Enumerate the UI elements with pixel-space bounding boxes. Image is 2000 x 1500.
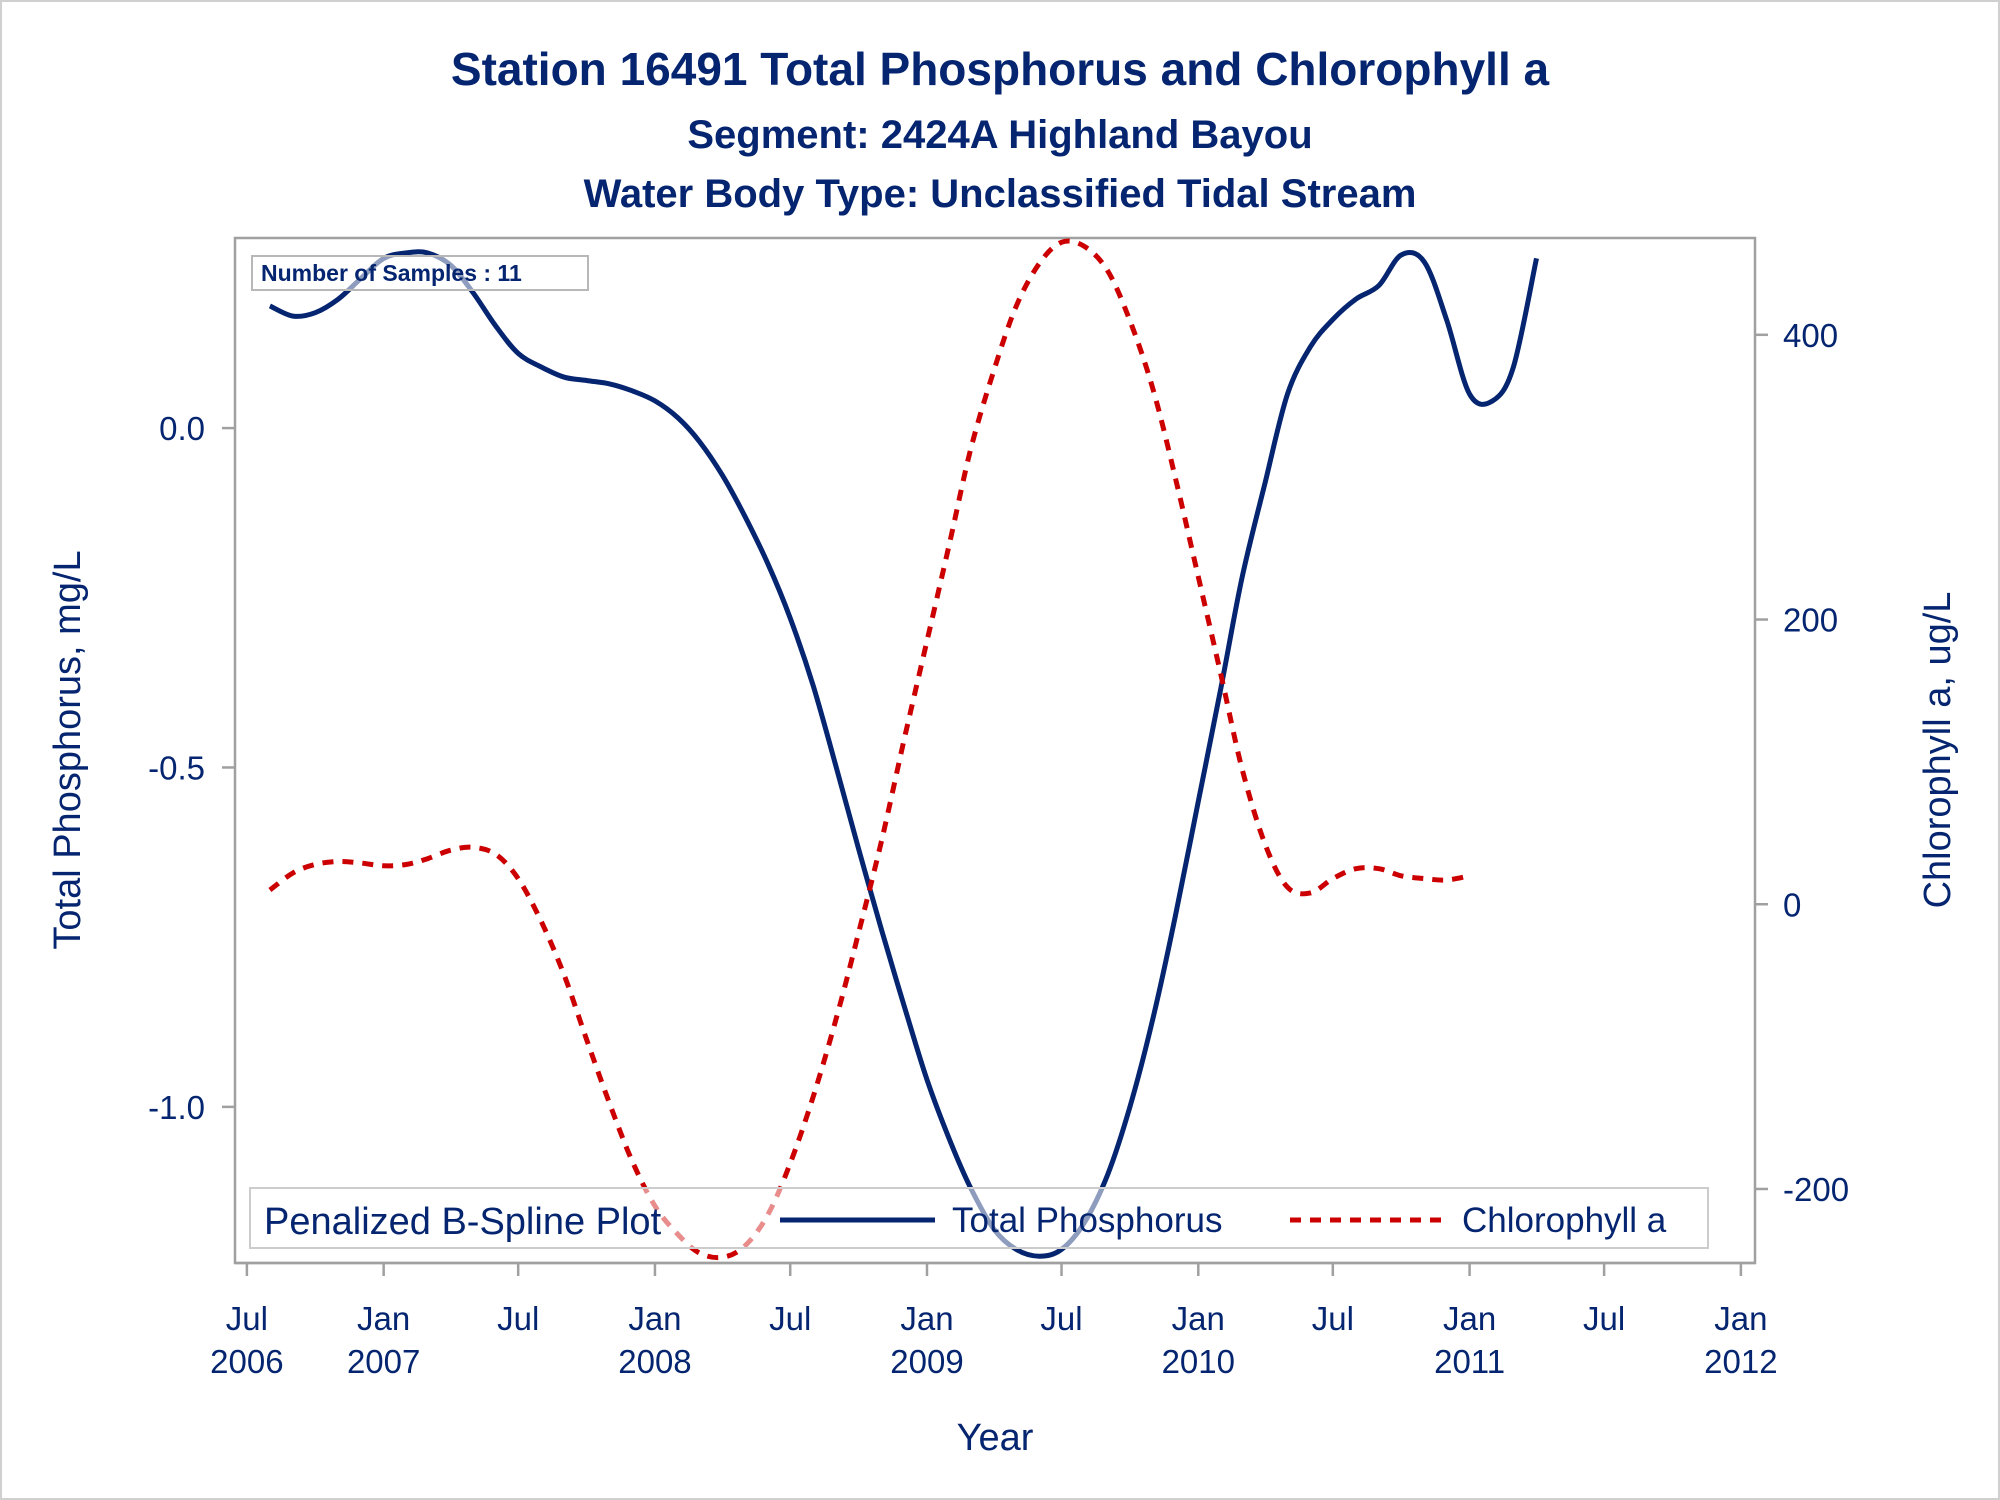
y-tick-label: -0.5 [148, 749, 205, 786]
legend-title: Penalized B-Spline Plot [264, 1201, 662, 1243]
x-tick-label-month: Jan [628, 1300, 681, 1337]
x-tick-label-year: 2008 [618, 1343, 691, 1380]
x-axis-label: Year [957, 1417, 1034, 1459]
x-tick-label-month: Jan [1443, 1300, 1496, 1337]
x-tick-label-month: Jul [1040, 1300, 1082, 1337]
x-tick-label-year: 2009 [890, 1343, 963, 1380]
legend: Penalized B-Spline Plot Total Phosphorus… [249, 1187, 1709, 1249]
chart-subtitle-2: Water Body Type: Unclassified Tidal Stre… [584, 172, 1417, 216]
y-tick-label: -1.0 [148, 1089, 205, 1126]
chart-title: Station 16491 Total Phosphorus and Chlor… [451, 43, 1550, 95]
x-axis: Jul 2006 Jan 2007 Jul Jan 2008 Jul Jan 2009 Jul Jan… [210, 1261, 1778, 1380]
x-tick-label-month: Jul [1312, 1300, 1354, 1337]
x-tick-label-month: Jan [357, 1300, 410, 1337]
chart-subtitle: Segment: 2424A Highland Bayou [687, 113, 1312, 157]
series-line-chlorophyll-a [268, 238, 1471, 1261]
x-tick-label-year: 2007 [347, 1343, 420, 1380]
plot-area [233, 236, 1757, 1265]
x-tick-label-month: Jul [769, 1300, 811, 1337]
y2-tick-label: 0 [1783, 886, 1801, 923]
y-axis-label: Total Phosphorus, mg/L [47, 550, 89, 949]
sample-count-box: Number of Samples : 11 [251, 255, 589, 291]
x-tick-label-year: 2011 [1434, 1343, 1505, 1380]
x-tick-label-month: Jul [226, 1300, 268, 1337]
x-tick-label-year: 2006 [210, 1343, 283, 1380]
y2-tick-label: 200 [1783, 602, 1838, 639]
sample-count-text: Number of Samples : 11 [261, 260, 522, 286]
x-tick-label-year: 2012 [1704, 1343, 1777, 1380]
x-tick-label-month: Jan [900, 1300, 953, 1337]
y2-tick-label: 400 [1783, 317, 1838, 354]
series-layer [268, 238, 1539, 1261]
y2-axis-label: Chlorophyll a, ug/L [1917, 592, 1959, 909]
x-tick-label-month: Jan [1714, 1300, 1767, 1337]
legend-border [249, 1187, 1709, 1249]
x-tick-label-month: Jan [1172, 1300, 1225, 1337]
y-tick-label: 0.0 [159, 410, 205, 447]
x-tick-label-month: Jul [1583, 1300, 1625, 1337]
legend-label-total-phosphorus: Total Phosphorus [952, 1201, 1222, 1240]
y2-tick-label: -200 [1783, 1171, 1849, 1208]
sample-count-border [251, 255, 589, 291]
y-axis-right: 400 200 0 -200 [1755, 317, 1849, 1208]
y-axis-left: 0.0 -0.5 -1.0 [148, 410, 235, 1126]
x-tick-label-year: 2010 [1162, 1343, 1235, 1380]
x-tick-label-month: Jul [497, 1300, 539, 1337]
legend-label-chlorophyll-a: Chlorophyll a [1462, 1201, 1667, 1240]
series-line-total-phosphorus [268, 249, 1539, 1259]
